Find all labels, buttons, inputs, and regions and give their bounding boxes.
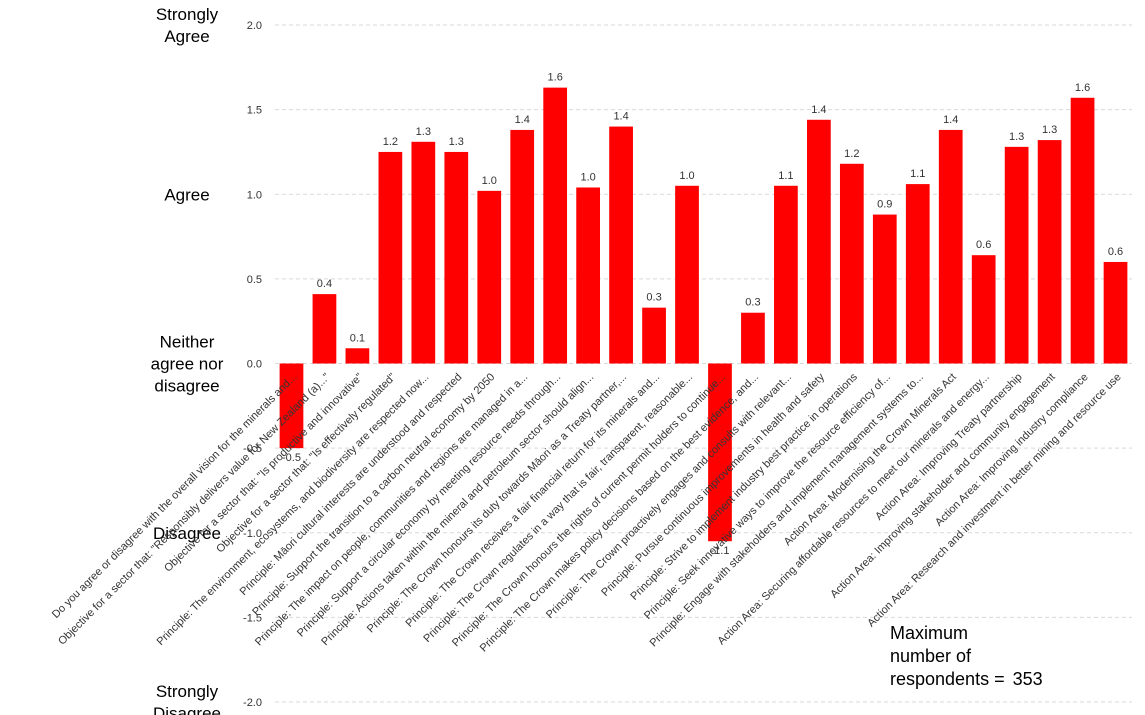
bar xyxy=(741,312,765,364)
bar xyxy=(1004,146,1029,364)
data-label: 1.3 xyxy=(449,136,464,148)
data-label: 1.0 xyxy=(580,171,595,183)
scale-label: Disagree xyxy=(153,524,221,543)
y-tick-label: 1.5 xyxy=(247,105,262,117)
data-label: -0.5 xyxy=(282,452,301,464)
category-label: Principle: The Crown proactively engages… xyxy=(544,371,794,621)
data-label: 1.4 xyxy=(613,111,628,123)
scale-label: Strongly Disagree xyxy=(153,682,221,715)
bar xyxy=(279,363,304,449)
data-label: 1.0 xyxy=(679,170,694,182)
y-tick-label: -1.5 xyxy=(243,612,262,624)
bar xyxy=(642,307,666,364)
respondents-count: 353 xyxy=(1012,669,1043,689)
data-label: 0.3 xyxy=(745,297,760,309)
y-tick-label: 0.0 xyxy=(247,359,262,371)
category-label: Do you agree or disagree with the overal… xyxy=(50,371,300,621)
data-label: 0.6 xyxy=(976,239,991,251)
bar xyxy=(839,163,864,364)
data-label: 0.4 xyxy=(317,278,332,290)
note-line-3-text: respondents = xyxy=(890,669,1005,689)
note-line-3: respondents = 353 xyxy=(890,668,1043,691)
data-label: 1.3 xyxy=(1042,124,1057,136)
bar xyxy=(345,348,370,364)
bar xyxy=(905,184,930,364)
bar xyxy=(938,129,963,364)
data-label: 1.1 xyxy=(910,168,925,180)
y-tick-label: -2.0 xyxy=(243,697,262,709)
respondents-note: Maximum number of respondents = 353 xyxy=(890,622,1043,691)
category-label: Principle: Seek innovative ways to impro… xyxy=(642,371,893,622)
data-label: 1.1 xyxy=(778,170,793,182)
bar xyxy=(1037,140,1062,364)
bar xyxy=(576,187,601,364)
data-label: 1.4 xyxy=(943,114,958,126)
data-label: -1.1 xyxy=(710,545,729,557)
scale-label: Agree xyxy=(164,185,209,204)
y-tick-label: 0.5 xyxy=(247,274,262,286)
bar xyxy=(444,151,469,364)
note-line-2: number of xyxy=(890,646,972,666)
data-label: 1.0 xyxy=(482,175,497,187)
bar xyxy=(806,119,831,364)
data-label: 1.2 xyxy=(844,148,859,160)
y-tick-label: -1.0 xyxy=(243,528,262,540)
bar xyxy=(1103,261,1128,364)
bar xyxy=(543,87,568,364)
bar xyxy=(708,363,732,542)
y-tick-label: 1.0 xyxy=(247,189,262,201)
bar xyxy=(872,214,897,364)
data-label: 0.1 xyxy=(350,332,365,344)
category-label: Action Area: Improving industry complian… xyxy=(933,371,1091,529)
scale-label: Neither agree nor disagree xyxy=(151,333,224,396)
y-tick-label: -0.5 xyxy=(243,443,262,455)
data-label: 1.3 xyxy=(1009,131,1024,143)
data-label: 0.9 xyxy=(877,199,892,211)
bar xyxy=(971,255,996,364)
note-line-1: Maximum xyxy=(890,623,969,643)
data-label: 1.6 xyxy=(548,72,563,84)
data-label: 1.6 xyxy=(1075,82,1090,94)
bar xyxy=(312,294,337,364)
bar xyxy=(477,190,502,364)
data-label: 1.3 xyxy=(416,126,431,138)
bar xyxy=(774,185,798,364)
data-label: 0.3 xyxy=(646,292,661,304)
data-label: 1.4 xyxy=(515,114,530,126)
bar xyxy=(378,151,403,364)
data-label: 1.4 xyxy=(811,104,826,116)
data-label: 1.2 xyxy=(383,136,398,148)
bar xyxy=(510,129,535,364)
bar xyxy=(609,126,633,364)
bar xyxy=(1070,97,1095,364)
y-tick-label: 2.0 xyxy=(247,20,262,32)
bar xyxy=(675,185,699,364)
data-label: 0.6 xyxy=(1108,246,1123,258)
scale-label: Strongly Agree xyxy=(156,5,219,46)
bar xyxy=(411,141,436,364)
